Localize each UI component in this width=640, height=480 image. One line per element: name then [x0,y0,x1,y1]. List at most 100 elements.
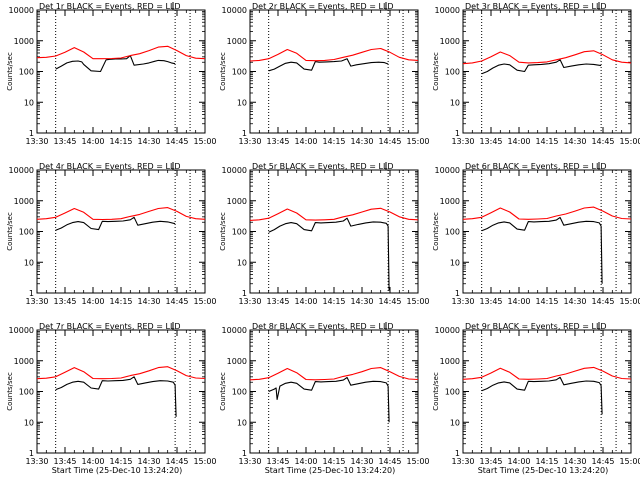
x-tick-label: 14:15 [322,137,345,146]
y-axis-label: Counts/sec [6,212,14,251]
x-tick-label: 14:00 [81,137,104,146]
series-line-events [481,216,603,284]
x-tick-label: 13:30 [238,297,261,306]
x-tick-label: 13:30 [451,137,474,146]
panel-det-6r: Det 6r BLACK = Events, RED = LLD 1 10 100 10… [432,162,640,306]
panel-det-8r: Det 8r BLACK = Events, RED = LLD 1 10 100 10… [219,322,430,475]
y-axis-label: Counts/sec [219,212,227,251]
y-tick-label: 10 [237,98,247,107]
x-tick-label: 14:15 [109,137,132,146]
x-tick-label: 15:00 [406,297,429,306]
x-tick-label: 14:15 [109,297,132,306]
plot-frame [462,169,632,294]
plot-frame [36,169,206,294]
x-tick-label: 14:45 [591,457,614,466]
y-axis-label: Counts/sec [432,52,440,91]
x-tick-label: 13:30 [238,457,261,466]
x-tick-label: 13:45 [479,457,502,466]
x-tick-label: 14:30 [350,137,373,146]
series-line-events [55,216,176,231]
plot-frame [462,329,632,454]
series-line-lld [249,367,419,381]
y-tick-label: 10000 [9,6,34,15]
series-line-lld [462,206,632,220]
series-line-events [55,376,177,417]
y-tick-label: 1 [242,449,247,458]
panel-det-5r: Det 5r BLACK = Events, RED = LLD 1 10 100 10… [219,162,430,306]
x-tick-label: 15:00 [619,297,640,306]
x-tick-label: 13:45 [479,297,502,306]
x-tick-label: 15:00 [193,457,216,466]
y-tick-label: 10000 [435,6,460,15]
plot-frame [249,9,419,134]
panel-title: Det 1r BLACK = Events, RED = LLD [39,2,181,11]
x-tick-label: 14:45 [591,297,614,306]
x-tick-label: 13:30 [451,457,474,466]
y-axis-label: Counts/sec [219,52,227,91]
panel-det-3r: Det 3r BLACK = Events, RED = LLD 1 10 100 10… [432,2,640,146]
y-tick-label: 1 [455,449,460,458]
x-tick-label: 14:00 [507,297,530,306]
y-tick-label: 1 [29,449,34,458]
y-tick-label: 10 [24,98,34,107]
x-tick-label: 13:30 [451,297,474,306]
y-tick-label: 1 [455,289,460,298]
y-tick-label: 1000 [227,37,247,46]
x-tick-label: 15:00 [406,457,429,466]
y-tick-label: 1000 [14,197,34,206]
plot-frame [36,329,206,454]
x-tick-label: 14:45 [378,137,401,146]
x-tick-label: 14:00 [507,457,530,466]
y-tick-label: 10 [450,258,460,267]
y-tick-label: 1000 [227,357,247,366]
x-tick-label: 14:15 [322,297,345,306]
y-tick-label: 10 [237,258,247,267]
series-line-lld [36,207,206,221]
y-tick-label: 1000 [440,357,460,366]
x-tick-label: 15:00 [619,137,640,146]
x-tick-label: 13:45 [53,297,76,306]
x-tick-label: 15:00 [619,457,640,466]
y-axis-label: Counts/sec [6,372,14,411]
y-tick-label: 1000 [14,357,34,366]
series-line-lld [36,366,206,380]
y-tick-label: 1 [29,129,34,138]
x-tick-label: 13:45 [479,137,502,146]
x-tick-label: 14:00 [294,297,317,306]
plot-frame [249,169,419,294]
x-tick-label: 14:15 [535,457,558,466]
y-tick-label: 10000 [9,166,34,175]
y-tick-label: 10000 [435,166,460,175]
x-tick-label: 14:00 [81,457,104,466]
panel-det-1r: Det 1r BLACK = Events, RED = LLD 1 10 100 10… [6,2,217,146]
series-line-lld [249,207,419,221]
y-tick-label: 10000 [222,6,247,15]
x-tick-label: 13:45 [266,297,289,306]
x-tick-label: 14:00 [294,137,317,146]
y-tick-label: 100 [19,228,34,237]
y-tick-label: 100 [445,68,460,77]
panel-title: Det 7r BLACK = Events, RED = LLD [39,322,181,331]
x-axis-label: Start Time (25-Dec-10 13:24:20) [52,466,183,475]
y-tick-label: 10 [24,258,34,267]
y-tick-label: 100 [445,228,460,237]
y-axis-label: Counts/sec [432,212,440,251]
y-tick-label: 10000 [222,326,247,335]
y-tick-label: 1 [242,129,247,138]
x-tick-label: 14:30 [563,137,586,146]
x-tick-label: 14:15 [109,457,132,466]
y-tick-label: 100 [232,388,247,397]
y-tick-label: 100 [232,228,247,237]
series-line-events [268,58,389,72]
x-tick-label: 13:30 [238,137,261,146]
y-tick-label: 1000 [227,197,247,206]
plot-frame [249,329,419,454]
y-tick-label: 10000 [9,326,34,335]
y-tick-label: 100 [232,68,247,77]
panel-det-4r: Det 4r BLACK = Events, RED = LLD 1 10 100 10… [6,162,217,306]
x-tick-label: 14:30 [137,137,160,146]
x-tick-label: 14:30 [563,457,586,466]
series-line-lld [36,45,206,60]
y-axis-label: Counts/sec [432,372,440,411]
panel-title: Det 6r BLACK = Events, RED = LLD [465,162,607,171]
